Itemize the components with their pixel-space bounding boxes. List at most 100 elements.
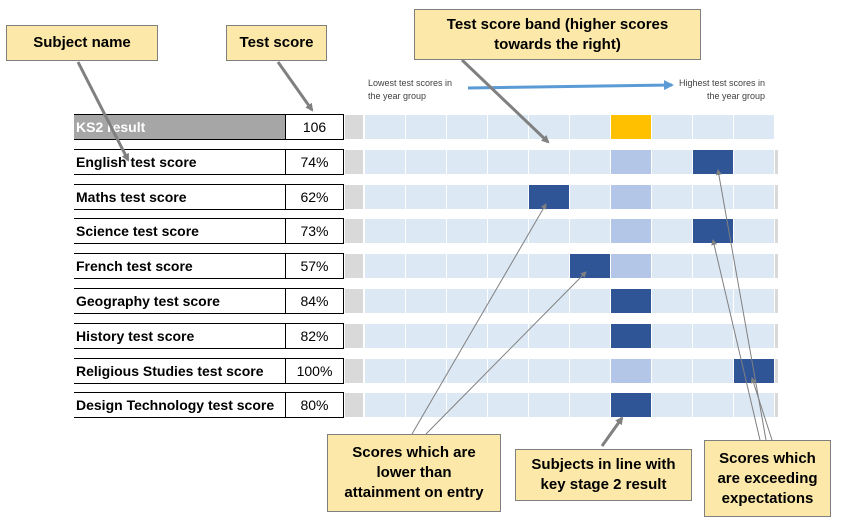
band-lead-strip xyxy=(345,324,363,348)
band-cell xyxy=(365,359,405,383)
band-cell xyxy=(406,359,446,383)
score-cell: 74% xyxy=(285,149,344,175)
subject-label: Maths test score xyxy=(74,184,285,210)
ks2-marker xyxy=(611,115,651,139)
band-cell xyxy=(447,289,487,313)
arrow-test-score xyxy=(276,61,314,112)
band-tail-strip xyxy=(775,324,778,348)
score-band-row xyxy=(345,150,779,174)
score-band-row xyxy=(345,324,779,348)
score-cell: 62% xyxy=(285,184,344,210)
score-marker xyxy=(693,219,733,243)
band-cell xyxy=(447,219,487,243)
band-cell xyxy=(734,254,774,278)
band-lead-strip xyxy=(345,359,363,383)
band-cell xyxy=(406,185,446,209)
band-cell xyxy=(529,254,569,278)
score-band-row xyxy=(345,393,779,417)
band-cell xyxy=(488,324,528,348)
band-lead-strip xyxy=(345,393,363,417)
band-cell xyxy=(570,359,610,383)
score-cell: 82% xyxy=(285,323,344,349)
score-band-row xyxy=(345,359,779,383)
band-cell xyxy=(406,289,446,313)
band-cell xyxy=(488,359,528,383)
band-cell xyxy=(652,393,692,417)
band-cell xyxy=(570,393,610,417)
band-cell xyxy=(693,254,733,278)
band-cell xyxy=(447,324,487,348)
score-band-row xyxy=(345,115,779,139)
band-cell xyxy=(447,185,487,209)
band-cell xyxy=(365,289,405,313)
callout-score-band: Test score band (higher scores towards t… xyxy=(414,9,701,60)
arrow-lower-maths xyxy=(411,203,547,435)
band-cell xyxy=(406,324,446,348)
band-cell xyxy=(570,185,610,209)
arrow-lower-french xyxy=(425,271,587,435)
band-cell xyxy=(488,254,528,278)
band-cell xyxy=(365,185,405,209)
band-cell xyxy=(693,289,733,313)
score-cell: 106 xyxy=(285,114,344,140)
score-band-row xyxy=(345,254,779,278)
band-lead-strip xyxy=(345,185,363,209)
score-marker xyxy=(693,150,733,174)
band-cell xyxy=(570,324,610,348)
band-cell xyxy=(652,150,692,174)
band-cell xyxy=(734,324,774,348)
band-cell xyxy=(611,185,651,209)
subject-label: English test score xyxy=(74,149,285,175)
score-band-row xyxy=(345,289,779,313)
band-cell xyxy=(365,115,405,139)
band-tail-strip xyxy=(775,254,778,278)
band-cell xyxy=(734,150,774,174)
band-cell xyxy=(693,115,733,139)
band-tail-strip xyxy=(775,359,778,383)
band-cell xyxy=(529,359,569,383)
band-cell xyxy=(447,115,487,139)
band-cell xyxy=(488,393,528,417)
band-lead-strip xyxy=(345,115,363,139)
band-cell xyxy=(611,359,651,383)
score-band-row xyxy=(345,219,779,243)
callout-in-line-ks2: Subjects in line with key stage 2 result xyxy=(515,449,692,501)
band-cell xyxy=(734,289,774,313)
subject-label: Geography test score xyxy=(74,288,285,314)
band-cell xyxy=(447,393,487,417)
band-cell xyxy=(447,254,487,278)
band-cell xyxy=(406,219,446,243)
score-cell: 84% xyxy=(285,288,344,314)
band-cell xyxy=(652,254,692,278)
band-cell xyxy=(611,254,651,278)
band-tail-strip xyxy=(775,393,778,417)
band-cell xyxy=(365,219,405,243)
band-cell xyxy=(365,254,405,278)
band-cell xyxy=(734,185,774,209)
subject-label: Religious Studies test score xyxy=(74,358,285,384)
callout-exceeding: Scores which are exceeding expectations xyxy=(704,440,831,517)
band-cell xyxy=(406,393,446,417)
arrow-in-line xyxy=(600,416,624,447)
band-cell xyxy=(488,219,528,243)
subject-label: Science test score xyxy=(74,218,285,244)
band-cell xyxy=(693,393,733,417)
band-cell xyxy=(693,324,733,348)
callout-test-score: Test score xyxy=(226,25,327,61)
band-cell xyxy=(611,219,651,243)
lowest-scores-label: Lowest test scores in the year group xyxy=(368,78,453,101)
band-cell xyxy=(570,289,610,313)
score-marker xyxy=(611,393,651,417)
band-cell xyxy=(529,324,569,348)
score-cell: 100% xyxy=(285,358,344,384)
band-cell xyxy=(734,115,774,139)
band-lead-strip xyxy=(345,254,363,278)
score-marker xyxy=(611,289,651,313)
arrow-exceed-rs xyxy=(750,377,773,441)
band-cell xyxy=(652,185,692,209)
band-cell xyxy=(652,115,692,139)
band-cell xyxy=(488,150,528,174)
band-cell xyxy=(529,219,569,243)
band-cell xyxy=(652,324,692,348)
